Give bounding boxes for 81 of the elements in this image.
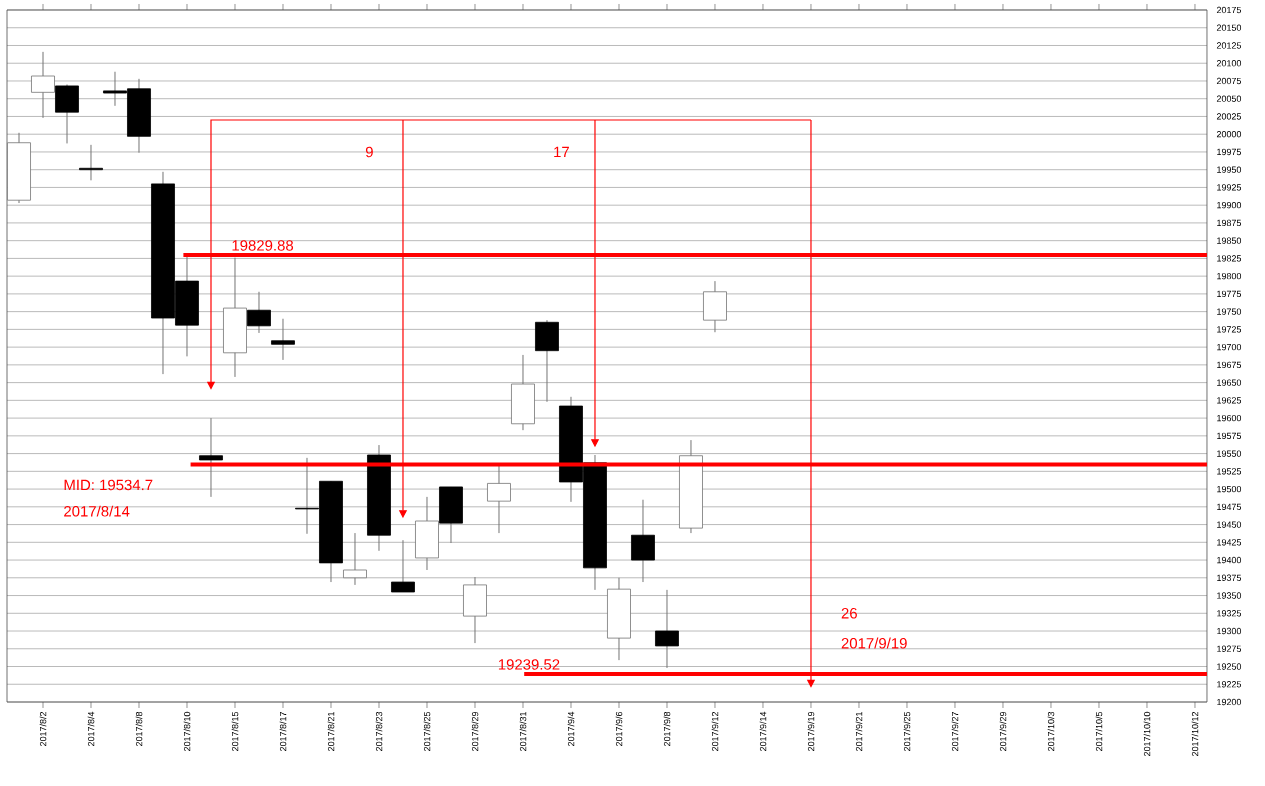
x-tick-label: 2017/8/10 <box>183 711 191 751</box>
x-tick-label: 2017/8/15 <box>231 711 239 751</box>
y-tick-label: 19200 <box>1217 698 1242 706</box>
y-tick-label: 19900 <box>1217 202 1242 209</box>
y-tick-label: 19425 <box>1217 539 1242 546</box>
y-tick-label: 19725 <box>1217 326 1242 333</box>
y-tick-label: 19375 <box>1217 574 1242 581</box>
x-tick-label: 2017/9/27 <box>951 711 959 751</box>
x-tick-label: 2017/8/25 <box>423 711 431 751</box>
x-tick-label: 2017/9/6 <box>615 711 623 746</box>
y-tick-label: 19450 <box>1217 521 1242 528</box>
y-tick-label: 19600 <box>1217 414 1242 422</box>
annotation: 17 <box>554 146 569 158</box>
y-tick-label: 19225 <box>1217 681 1242 688</box>
y-tick-label: 19500 <box>1217 485 1242 493</box>
y-tick-label: 19875 <box>1217 219 1242 227</box>
y-tick-label: 19925 <box>1217 184 1242 191</box>
annotation: 2017/9/19 <box>841 637 907 649</box>
x-tick-label: 2017/8/23 <box>375 711 383 751</box>
y-tick-label: 19575 <box>1217 432 1242 440</box>
candlestick <box>655 589 679 669</box>
y-tick-label: 20025 <box>1216 113 1242 120</box>
ref-line-label: 19239.52 <box>498 659 560 670</box>
x-tick-label: 2017/10/10 <box>1143 711 1151 756</box>
x-tick-label: 2017/8/29 <box>471 711 479 751</box>
y-tick-label: 19350 <box>1217 592 1242 599</box>
x-tick-label: 2017/9/29 <box>999 711 1007 751</box>
y-tick-label: 19325 <box>1217 610 1242 617</box>
x-tick-label: 2017/9/21 <box>855 711 863 751</box>
x-tick-label: 2017/8/31 <box>519 711 527 751</box>
y-tick-label: 19950 <box>1217 166 1242 173</box>
y-tick-label: 20100 <box>1216 60 1242 67</box>
x-tick-label: 2017/10/5 <box>1095 711 1103 751</box>
y-tick-label: 20000 <box>1216 131 1242 138</box>
y-tick-label: 19975 <box>1217 148 1242 156</box>
candlestick <box>487 464 511 534</box>
y-tick-label: 19850 <box>1217 237 1242 244</box>
x-tick-label: 2017/8/4 <box>87 711 95 746</box>
y-tick-label: 19525 <box>1217 468 1242 475</box>
x-tick-label: 2017/8/8 <box>135 711 143 746</box>
y-tick-label: 20150 <box>1216 24 1242 31</box>
x-tick-label: 2017/8/21 <box>327 711 335 751</box>
x-tick-label: 2017/9/19 <box>807 711 815 751</box>
y-tick-label: 19550 <box>1217 450 1242 457</box>
y-tick-label: 19400 <box>1217 556 1242 564</box>
candlestick <box>199 417 223 498</box>
annotation: 2017/8/14 <box>64 505 130 517</box>
y-tick-label: 19300 <box>1217 627 1242 635</box>
y-tick-label: 19675 <box>1217 361 1242 369</box>
y-tick-label: 20050 <box>1216 95 1242 102</box>
x-tick-label: 2017/10/12 <box>1191 711 1199 756</box>
x-tick-label: 2017/8/2 <box>39 711 47 746</box>
y-tick-label: 20075 <box>1216 77 1242 85</box>
ref-line-label: 19829.88 <box>232 240 294 251</box>
candlestick <box>79 144 103 181</box>
ref-line-label: MID: 19534.7 <box>64 479 153 491</box>
y-tick-label: 19625 <box>1217 397 1242 404</box>
y-tick-label: 19275 <box>1217 645 1242 652</box>
y-tick-label: 20175 <box>1216 6 1242 14</box>
y-tick-label: 19650 <box>1217 379 1242 386</box>
x-tick-label: 2017/10/3 <box>1047 711 1055 751</box>
y-tick-label: 19825 <box>1217 255 1242 262</box>
annotation: 9 <box>365 146 373 158</box>
x-tick-label: 2017/9/12 <box>711 711 719 751</box>
y-tick-label: 20125 <box>1216 42 1242 49</box>
candlestick <box>391 539 415 593</box>
y-tick-label: 19700 <box>1217 343 1242 351</box>
y-tick-label: 19475 <box>1217 503 1242 510</box>
annotation: 26 <box>841 607 857 619</box>
x-tick-label: 2017/9/14 <box>759 711 767 751</box>
candlestick <box>31 51 55 119</box>
x-tick-label: 2017/8/17 <box>279 711 287 751</box>
candlestick <box>343 532 367 586</box>
y-tick-label: 19800 <box>1217 272 1242 280</box>
y-tick-label: 19775 <box>1217 290 1242 298</box>
x-tick-label: 2017/9/25 <box>903 711 911 751</box>
x-tick-label: 2017/9/4 <box>567 711 575 746</box>
y-tick-label: 19750 <box>1217 308 1242 315</box>
y-tick-label: 19250 <box>1217 663 1242 670</box>
candlestick <box>271 318 295 361</box>
x-tick-label: 2017/9/8 <box>663 711 671 746</box>
